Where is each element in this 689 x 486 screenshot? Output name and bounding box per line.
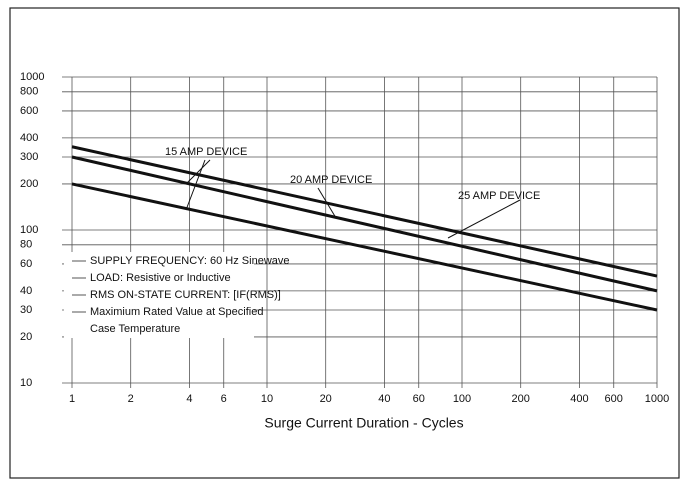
y-tick-label: 20 [20, 331, 32, 343]
y-tick-label: 80 [20, 239, 32, 251]
x-tick-label: 100 [453, 393, 471, 405]
series-line [71, 182, 658, 312]
series-label: 20 AMP DEVICE [290, 174, 372, 186]
y-tick-label: 40 [20, 285, 32, 297]
y-tick-label: 100 [20, 224, 38, 236]
x-tick-label: 200 [512, 393, 530, 405]
note-text: RMS ON-STATE CURRENT: [IF(RMS)] [90, 289, 281, 301]
x-tick-label: 60 [413, 393, 425, 405]
series-line [71, 155, 658, 293]
lines [71, 145, 658, 312]
x-tick-label: 1 [69, 393, 75, 405]
x-tick-label: 6 [221, 393, 227, 405]
y-tick-label: 30 [20, 304, 32, 316]
series-label: 25 AMP DEVICE [458, 190, 540, 202]
x-tick-label: 2 [128, 393, 134, 405]
x-tick-label: 1000 [645, 393, 669, 405]
y-tick-label: 200 [20, 178, 38, 190]
grid [62, 76, 658, 388]
leaders [185, 159, 521, 239]
x-tick-label: 400 [570, 393, 588, 405]
note-text: Maximium Rated Value at Specified [90, 306, 263, 318]
y-tick-label: 800 [20, 86, 38, 98]
note-text: Case Temperature [90, 323, 180, 335]
x-tick-label: 40 [378, 393, 390, 405]
y-tick-label: 60 [20, 258, 32, 270]
y-tick-label: 400 [20, 132, 38, 144]
x-tick-label: 4 [186, 393, 192, 405]
x-tick-label: 10 [261, 393, 273, 405]
note-box [64, 252, 254, 338]
frame [9, 7, 680, 479]
series-label: 15 AMP DEVICE [165, 146, 247, 158]
x-axis-label: Surge Current Duration - Cycles [264, 415, 463, 431]
series-line [71, 145, 658, 278]
y-tick-label: 1000 [20, 71, 44, 83]
x-tick-label: 20 [320, 393, 332, 405]
note-text: SUPPLY FREQUENCY: 60 Hz Sinewave [90, 255, 290, 267]
y-tick-label: 600 [20, 105, 38, 117]
x-tick-label: 600 [605, 393, 623, 405]
note-text: LOAD: Resistive or Inductive [90, 272, 231, 284]
y-tick-label: 10 [20, 377, 32, 389]
y-tick-label: 300 [20, 151, 38, 163]
